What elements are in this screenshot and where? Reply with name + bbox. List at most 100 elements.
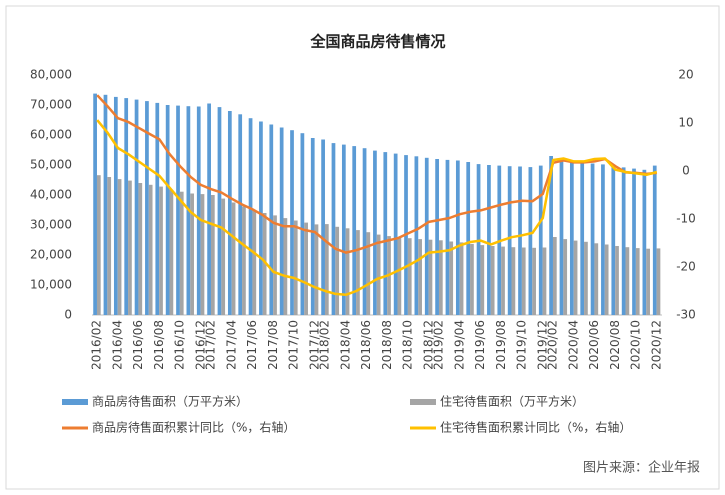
x-tick-label: 2018/10: [401, 320, 415, 370]
bar: [196, 106, 201, 315]
bar: [459, 242, 464, 315]
bar: [321, 139, 325, 315]
bar: [134, 99, 139, 315]
bar: [227, 111, 232, 315]
bar: [248, 118, 253, 315]
y-tick-label: 60,000: [30, 128, 72, 142]
y-tick-label: 30,000: [30, 218, 72, 232]
bar: [290, 130, 294, 315]
bar: [559, 158, 564, 315]
bar: [200, 194, 205, 315]
x-tick-label: 2017/06: [245, 320, 259, 370]
y2-tick-label: -10: [676, 212, 696, 226]
bar: [449, 241, 454, 315]
x-tick-label: 2019/10: [515, 320, 529, 370]
x-tick-label: 2016/12: [193, 320, 207, 370]
bar: [501, 246, 505, 315]
bar: [428, 239, 433, 315]
bar: [124, 98, 129, 315]
y-tick-label: 10,000: [30, 278, 72, 292]
y-tick-label: 20,000: [30, 248, 72, 262]
bar: [138, 183, 143, 315]
x-tick-label: 2019/06: [473, 320, 487, 370]
bar: [383, 152, 388, 315]
bar: [293, 220, 298, 315]
bar: [584, 241, 588, 315]
x-tick-label: 2020/10: [629, 320, 643, 370]
bar: [242, 206, 246, 315]
bar: [190, 193, 194, 315]
bar: [310, 138, 315, 315]
bar: [314, 224, 319, 315]
x-tick-label: 2018/04: [338, 320, 352, 370]
bar: [128, 180, 132, 315]
bar: [345, 228, 350, 315]
bar: [259, 121, 263, 315]
x-tick-label: 2016/02: [90, 320, 104, 370]
bar: [352, 146, 357, 315]
y-tick-label: 0: [64, 308, 72, 322]
bar: [393, 153, 398, 315]
y-tick-label: 50,000: [30, 158, 72, 172]
bar: [573, 240, 578, 315]
bar: [207, 103, 211, 315]
x-tick-label: 2017/12: [307, 320, 321, 370]
legend-label: 住宅待售面积累计同比（%，右轴）: [440, 420, 631, 435]
bar: [341, 144, 346, 315]
bar: [252, 210, 257, 315]
bar: [594, 243, 599, 315]
bar: [376, 234, 381, 315]
line-series: [96, 119, 658, 297]
bar: [238, 114, 243, 315]
bar: [414, 156, 419, 315]
bar: [646, 248, 650, 315]
bar: [113, 96, 118, 316]
x-tick-label: 2018/12: [421, 320, 435, 370]
bar: [521, 247, 526, 315]
bar: [642, 169, 647, 315]
bar: [103, 94, 108, 315]
bar: [490, 246, 495, 315]
bar: [511, 247, 516, 315]
bar: [210, 195, 215, 315]
bar: [590, 163, 595, 315]
x-tick-label: 2016/08: [152, 320, 166, 370]
bar: [335, 226, 340, 315]
bar: [470, 243, 474, 315]
bar: [273, 215, 277, 315]
x-tick-label: 2018/06: [359, 320, 373, 370]
bar: [625, 247, 630, 315]
bar: [96, 175, 101, 315]
bar: [601, 164, 605, 315]
x-tick-label: 2016/06: [131, 320, 145, 370]
x-tick-label: 2019/12: [535, 320, 549, 370]
bar: [221, 198, 226, 315]
y-tick-label: 70,000: [30, 98, 72, 112]
bar: [518, 166, 522, 315]
bar: [528, 167, 533, 315]
bar: [145, 101, 149, 315]
bar: [93, 93, 97, 315]
bar: [300, 133, 305, 315]
bar: [438, 240, 443, 315]
bar: [418, 239, 422, 315]
bar: [231, 202, 236, 315]
bar: [476, 164, 481, 315]
bar: [632, 168, 636, 315]
chart-title: 全国商品房待售情况: [309, 33, 445, 51]
x-tick-label: 2018/02: [318, 320, 332, 370]
bar: [148, 184, 153, 315]
bar: [362, 148, 367, 315]
bar: [304, 222, 308, 315]
bar: [159, 186, 163, 315]
bar: [107, 177, 112, 315]
bar: [262, 213, 267, 315]
y2-tick-label: -20: [676, 260, 696, 274]
bar: [538, 165, 543, 315]
x-tick-label: 2019/04: [452, 320, 466, 370]
bar: [652, 165, 657, 315]
x-tick-label: 2016/04: [110, 320, 124, 370]
line-series: [96, 94, 657, 254]
x-tick-label: 2020/08: [608, 320, 622, 370]
bar: [621, 167, 626, 315]
